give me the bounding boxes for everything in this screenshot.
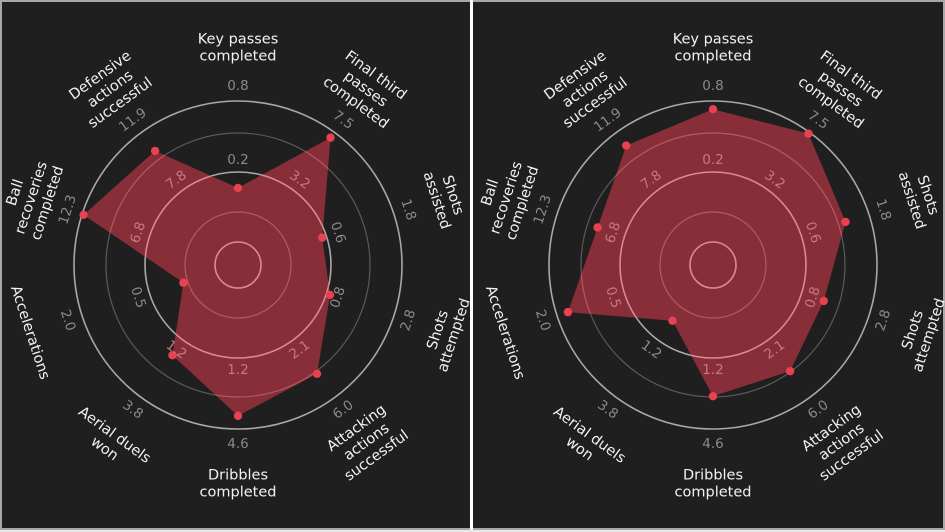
data-point-marker [312, 369, 322, 378]
tick-label: 12.3 [531, 193, 556, 227]
axis-label: Shotsattempted [894, 291, 945, 374]
grid-ring-on-fill [659, 211, 767, 319]
data-point-marker [708, 392, 718, 401]
axis-label: Key passes completed [198, 32, 279, 65]
grid-ring-on-fill [214, 241, 262, 289]
data-point-marker [318, 233, 327, 242]
tick-label: 0.2 [227, 152, 248, 168]
radar-area [567, 109, 846, 397]
axis-label: Shotsattempted [419, 291, 474, 374]
tick-label: 4.6 [227, 436, 248, 452]
data-point-marker [79, 210, 88, 220]
tick-label: 4.6 [702, 436, 723, 452]
tick-label: 2.8 [872, 308, 894, 333]
tick-label: 2.8 [397, 308, 419, 333]
data-point-marker [593, 223, 602, 232]
tick-label: 2.0 [532, 308, 554, 333]
tick-label: 0.5 [602, 285, 624, 310]
tick-label: 0.5 [127, 285, 149, 310]
grid-ring-on-fill [184, 211, 292, 319]
tick-label: 6.8 [127, 220, 149, 245]
tick-label: 0.2 [702, 152, 723, 168]
axis-label: Dribbles completed [675, 468, 752, 501]
data-point-marker [233, 411, 243, 421]
axis-label: Accelerations [7, 284, 52, 382]
axis-label: Key passes completed [673, 32, 754, 65]
tick-label: 7.5 [330, 107, 357, 133]
tick-label: 12.3 [56, 193, 81, 227]
axis-label: Dribbles completed [200, 468, 277, 501]
data-point-marker [622, 141, 631, 150]
tick-label: 6.8 [602, 220, 624, 245]
data-point-marker [785, 366, 795, 376]
tick-label: 1.8 [397, 197, 419, 222]
tick-label: 0.6 [802, 220, 824, 245]
data-point-marker [563, 307, 573, 317]
bottom-border [0, 530, 945, 532]
axis-label: Ballrecoveriescompleted [0, 154, 67, 243]
tick-label: 6.0 [805, 397, 832, 423]
data-point-marker [708, 105, 718, 114]
tick-label: 1.2 [227, 362, 248, 378]
grid-ring [73, 100, 403, 430]
tick-label: 7.5 [805, 107, 832, 133]
tick-label: 2.0 [57, 308, 79, 333]
axis-label: Shotsassisted [420, 165, 470, 232]
data-point-marker [325, 290, 335, 300]
tick-label: 1.2 [702, 362, 723, 378]
tick-label: 6.0 [330, 397, 357, 423]
axis-label: Shotsassisted [895, 165, 945, 232]
tick-label: 0.8 [702, 78, 723, 94]
data-point-marker [233, 183, 243, 193]
grid-ring-on-fill [689, 241, 737, 289]
tick-label: 0.8 [227, 78, 248, 94]
data-point-marker [819, 296, 828, 306]
tick-label: 3.8 [594, 397, 621, 423]
radar-area [83, 137, 331, 416]
data-point-marker [804, 129, 813, 138]
radar-chart-right: 0.23.20.60.82.11.21.20.56.87.80.87.51.82… [471, 32, 945, 501]
tick-label: 0.6 [327, 220, 349, 245]
data-point-marker [168, 351, 177, 360]
tick-label: 3.8 [119, 397, 146, 423]
grid-ring-on-fill [619, 171, 807, 359]
tick-label: 0.8 [327, 285, 349, 310]
data-point-marker [326, 133, 335, 142]
grid-ring [548, 100, 878, 430]
axis-label: Accelerations [482, 284, 527, 382]
panel-divider [470, 0, 473, 532]
tick-label: 0.8 [802, 285, 824, 310]
data-point-marker [150, 146, 160, 156]
data-point-marker [668, 316, 677, 325]
radar-chart-left: 0.23.20.60.82.11.21.20.56.87.80.87.51.82… [0, 32, 474, 501]
data-point-marker [179, 278, 188, 287]
tick-label: 1.8 [872, 197, 894, 222]
data-point-marker [841, 217, 850, 227]
axis-label: Ballrecoveriescompleted [471, 154, 542, 243]
